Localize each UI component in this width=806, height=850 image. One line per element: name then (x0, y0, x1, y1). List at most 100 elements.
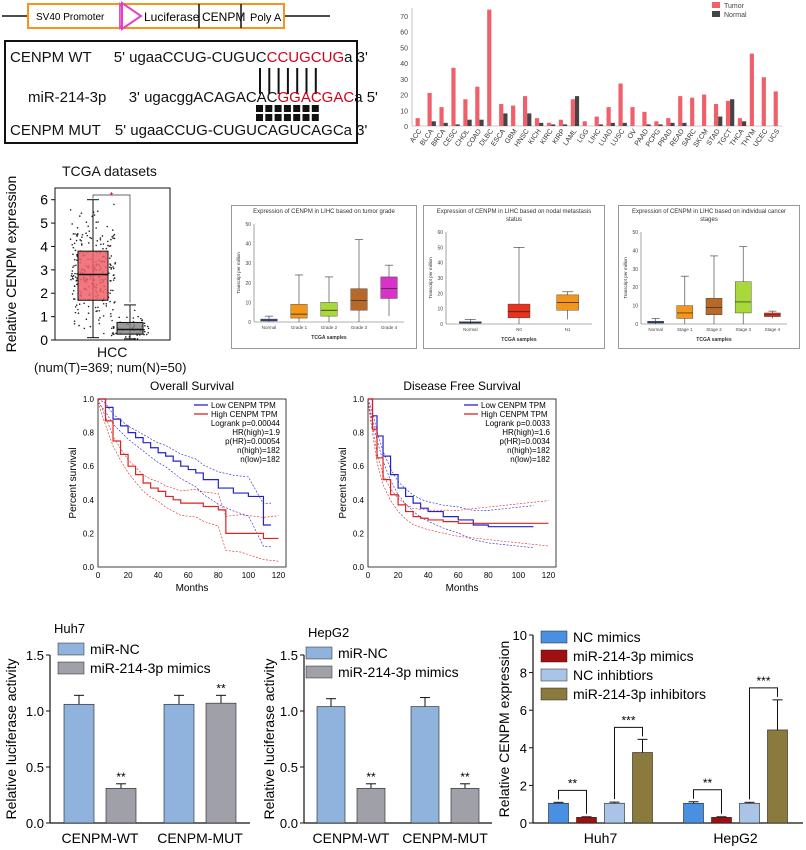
data-point (95, 227, 97, 229)
x-tick-label: Normal (648, 327, 663, 332)
disease-free-survival-chart: Disease Free Survival 0.0 0.2 0.4 0.6 0.8 1.0 0… (338, 379, 557, 594)
y-tick-label: 70 (400, 14, 408, 21)
y-tick-label: 1.0 (26, 704, 44, 719)
y-tick-label: 0 (40, 332, 48, 348)
bar-tumor-KIRP (558, 119, 563, 126)
mutation-block (302, 114, 310, 121)
sig-bracket (614, 726, 643, 800)
data-point (74, 306, 77, 308)
data-point (112, 235, 115, 237)
data-point (143, 330, 146, 333)
data-point (99, 238, 102, 241)
data-point (70, 274, 73, 277)
legend-label: miR-214-3p mimics (90, 660, 211, 676)
y-tick-label: 8 (520, 666, 527, 681)
wt-prefix: 5' ugaaCCUG-CUGUC (113, 49, 267, 66)
y-axis-label: Percent survival (338, 447, 349, 518)
y-tick-label: 20 (437, 291, 443, 297)
bar-tumor-STAD (713, 103, 719, 126)
data-point (105, 305, 108, 307)
mutation-block (274, 114, 282, 121)
x-tick-label: 120 (272, 571, 286, 580)
chart-title: Huh7 (54, 621, 85, 636)
y-axis-label: Relative luciferase activity (261, 658, 277, 819)
bar-tumor-TGCT (725, 100, 731, 126)
data-point (110, 267, 113, 269)
data-point (89, 236, 91, 239)
legend-label: NC inhibtiors (573, 667, 653, 683)
bar-normal-THCA (742, 121, 747, 126)
data-point (75, 264, 77, 267)
data-point (90, 237, 93, 240)
mutation-block (283, 105, 291, 112)
bar-normal-CESC (455, 124, 460, 126)
y-tick-label: 6 (520, 703, 527, 718)
y-tick-label: 1 (40, 309, 48, 325)
data-point (73, 285, 76, 287)
data-point (112, 274, 115, 277)
ualcan-nodal-title: Expression of CENPM in LIHC based on nod… (436, 209, 592, 223)
ci-lower (97, 402, 271, 548)
bar-normal-PCPG (658, 124, 663, 126)
legend-high-label: High CENPM TPM (211, 410, 278, 419)
sig-marker: ** (366, 770, 376, 784)
data-point (111, 229, 114, 231)
data-point (106, 225, 109, 228)
x-axis-label: TCGA samples (501, 337, 537, 343)
bar-HepG2-NC mimics (683, 802, 704, 824)
ci-upper (367, 398, 534, 511)
data-point (80, 212, 83, 214)
bar-normal-ESCA (503, 113, 508, 126)
bar-normal-LIHC (598, 124, 603, 126)
legend-high-label: High CENPM TPM (481, 410, 548, 419)
construct-diagram: SV40 Promoter Luciferase CENPM Poly A (2, 1, 330, 31)
y-axis-label: Relative luciferase activity (3, 658, 19, 819)
sig-marker: * (110, 191, 114, 202)
bar-tumor-CESC (451, 67, 456, 126)
data-point (78, 324, 80, 327)
bar-CENPM-MUT-miR-214-3p mimics (450, 787, 480, 824)
polya-label: Poly A (250, 12, 282, 24)
data-point (88, 230, 91, 232)
sig-marker: *** (621, 713, 635, 727)
data-point (112, 279, 115, 281)
box (676, 305, 694, 319)
y-tick-label: 0.0 (280, 816, 298, 831)
data-point (98, 309, 101, 312)
data-point (69, 238, 72, 240)
sig-bracket (558, 789, 587, 814)
x-tick-label: 20 (394, 571, 403, 580)
data-point (95, 310, 97, 313)
y-tick-label: 0.6 (83, 462, 95, 471)
y-tick-label: 0.5 (280, 760, 298, 775)
data-point (102, 247, 104, 250)
legend-label: NC mimics (573, 629, 641, 645)
data-point (72, 246, 75, 249)
legend-label: miR-214-3p mimics (338, 664, 459, 680)
ualcan-grade-title: Expression of CENPM in LIHC based on tum… (253, 209, 395, 215)
sig-marker: ** (116, 770, 126, 784)
bar-CENPM-WT-miR-214-3p mimics (356, 787, 386, 824)
data-point (73, 264, 75, 267)
data-point (109, 312, 112, 315)
data-point (108, 257, 111, 259)
data-point (109, 292, 111, 295)
y-tick-label: 30 (632, 267, 638, 273)
data-point (113, 203, 115, 206)
data-point (72, 298, 75, 300)
y-tick-label: 50 (245, 222, 251, 228)
x-tick-label: Grade 4 (381, 325, 398, 330)
y-tick-label: 0.0 (26, 816, 44, 831)
sig-bracket (92, 194, 131, 303)
bar-normal-READ (682, 122, 687, 126)
y-tick-label: 2 (40, 285, 48, 301)
sig-marker: ** (703, 776, 713, 790)
data-point (97, 306, 99, 309)
stat-line: HR(high)=1.9 (232, 428, 280, 437)
data-point (103, 332, 105, 335)
y-tick-label: 0.0 (83, 563, 95, 572)
data-point (72, 253, 74, 256)
sig-marker: *** (756, 674, 770, 688)
data-point (74, 311, 77, 314)
